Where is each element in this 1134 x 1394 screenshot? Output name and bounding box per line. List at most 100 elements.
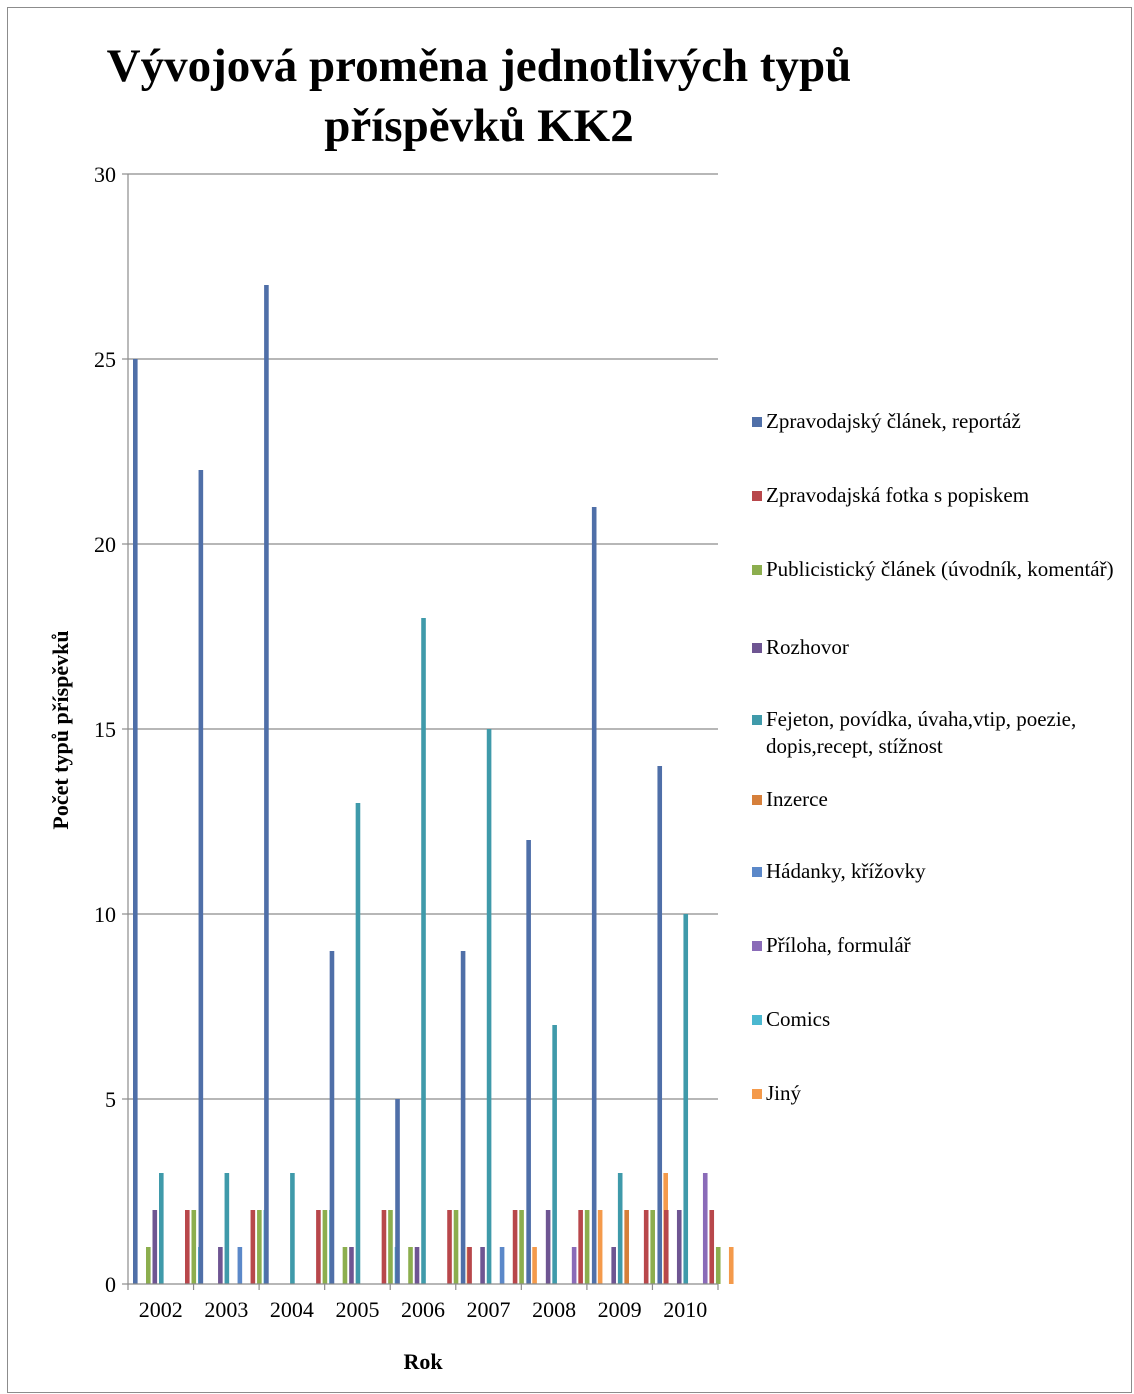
bar-publicisticky-clanek-2 (453, 1210, 459, 1284)
legend-swatch (752, 565, 762, 575)
bar-rozhovor (676, 1210, 682, 1284)
bar-publicisticky-clanek-2 (650, 1210, 655, 1284)
chart-title-line-2: příspěvků KK2 (324, 100, 634, 152)
legend-item: Inzerce (752, 786, 1122, 813)
bar-publicisticky-clanek (146, 1247, 151, 1284)
bar-fejeton (552, 1025, 557, 1284)
bar-zpravodajska-fotka-2 (185, 1210, 190, 1284)
bar-fejeton (290, 1173, 295, 1284)
legend-item: Zpravodajský článek, reportáž (752, 408, 1122, 435)
x-tick-label: 2009 (598, 1297, 642, 1322)
bar-zpravodajsky-clanek (591, 507, 597, 1284)
legend-item: Comics (752, 1006, 1122, 1033)
bar-publicisticky-clanek-2 (388, 1210, 393, 1284)
bar-zpravodajska-fotka-2 (512, 1210, 518, 1284)
legend-item: Příloha, formulář (752, 932, 1122, 959)
y-tick-label: 25 (94, 347, 116, 372)
bar-fejeton (421, 618, 426, 1284)
legend-swatch (752, 867, 762, 877)
legend-label: Zpravodajská fotka s popiskem (766, 483, 1030, 507)
bar-fejeton (683, 914, 689, 1284)
legend-label: Inzerce (766, 787, 828, 811)
bar-zpravodajska-fotka-2 (578, 1210, 583, 1284)
bar-publicisticky-clanek (408, 1247, 413, 1284)
x-tick-label: 2006 (401, 1297, 445, 1322)
x-tick-label: 2008 (532, 1297, 576, 1322)
axes (127, 174, 719, 1290)
bar-inzerce (624, 1210, 629, 1284)
legend-swatch (752, 643, 762, 653)
bar-zpravodajska-fotka-2 (316, 1210, 321, 1284)
x-tick-label: 2004 (270, 1297, 314, 1322)
bar-zpravodajska-fotka-2 (447, 1210, 452, 1284)
legend-label: Jiný (766, 1081, 802, 1105)
bar-zpravodajsky-clanek (395, 1099, 400, 1284)
legend-swatch (752, 941, 762, 951)
bar-publicisticky-clanek (342, 1247, 348, 1284)
y-tick-label: 15 (94, 717, 116, 742)
bar-zpravodajsky-clanek (657, 766, 663, 1284)
bar-rozhovor (414, 1247, 420, 1284)
legend-swatch (752, 1089, 762, 1099)
y-tick-label: 5 (105, 1087, 116, 1112)
legend-label: Fejeton, povídka, úvaha,vtip, poezie, do… (766, 707, 1077, 758)
gridlines (122, 173, 718, 1285)
legend-item: Publicistický článek (úvodník, komentář) (752, 556, 1122, 583)
legend-swatch (752, 491, 762, 501)
bar-zpravodajsky-clanek (460, 951, 466, 1284)
legend-swatch (752, 795, 762, 805)
bar-rozhovor (611, 1247, 616, 1284)
legend-swatch (752, 417, 762, 427)
x-axis-title: Rok (403, 1349, 443, 1374)
legend-item: Fejeton, povídka, úvaha,vtip, poezie, do… (752, 706, 1122, 760)
bar-jiny (532, 1247, 537, 1284)
y-tick-label: 0 (105, 1272, 116, 1297)
bar-hadanky (499, 1247, 505, 1284)
chart-title-line-1: Vývojová proměna jednotlivých typů (106, 40, 852, 92)
bar-fejeton (355, 803, 361, 1284)
bar-zpravodajska-fotka (663, 1210, 669, 1284)
bar-zpravodajska-fotka-2 (709, 1210, 715, 1284)
legend-item: Hádanky, křížovky (752, 858, 1122, 885)
bar-publicisticky-clanek-2 (257, 1210, 262, 1284)
legend-label: Comics (766, 1007, 831, 1031)
bar-publicisticky-clanek-2 (715, 1247, 721, 1284)
y-tick-label: 30 (94, 162, 116, 187)
bar-rozhovor (152, 1210, 158, 1284)
legend-swatch (752, 1015, 762, 1025)
bar-fejeton (224, 1173, 230, 1284)
bar-zpravodajska-fotka-2 (250, 1210, 256, 1284)
legend-label: Publicistický článek (úvodník, komentář) (766, 557, 1114, 581)
x-tick-labels: 2002 2003 2004 2005 2006 2007 2008 2009 2010 (139, 1297, 707, 1322)
bar-publicisticky-clanek-2 (322, 1210, 328, 1284)
legend-label: Zpravodajský článek, reportáž (766, 409, 1021, 433)
y-tick-labels: 0 5 10 15 20 25 30 (94, 162, 116, 1297)
bar-priloha (702, 1173, 708, 1284)
bar-rozhovor (218, 1247, 223, 1284)
bar-zpravodajsky-clanek (526, 840, 531, 1284)
bar-zpravodajska-fotka-2 (381, 1210, 387, 1284)
bar-zpravodajsky-clanek (264, 285, 269, 1284)
bar-zpravodajska-fotka (467, 1247, 472, 1284)
bar-rozhovor (480, 1247, 485, 1284)
bar-fejeton (486, 729, 492, 1284)
legend-item: Zpravodajská fotka s popiskem (752, 482, 1122, 509)
bar-zpravodajsky-clanek (329, 951, 335, 1284)
bar-publicisticky-clanek-2 (519, 1210, 524, 1284)
bar-hadanky (237, 1247, 243, 1284)
y-axis-title: Počet typů příspěvků (48, 630, 73, 829)
bar-zpravodajska-fotka-2 (643, 1210, 649, 1284)
legend-label: Příloha, formulář (766, 933, 911, 957)
x-tick-label: 2010 (663, 1297, 707, 1322)
bar-zpravodajsky-clanek (198, 470, 204, 1284)
legend-item: Jiný (752, 1080, 1122, 1107)
legend-swatch (752, 715, 762, 725)
x-tick-label: 2005 (335, 1297, 379, 1322)
x-tick-label: 2007 (467, 1297, 511, 1322)
legend-item: Rozhovor (752, 634, 1122, 661)
bar-priloha (571, 1247, 577, 1284)
bar-zpravodajsky-clanek (133, 359, 138, 1284)
bar-publicisticky-clanek-2 (191, 1210, 197, 1284)
y-tick-label: 10 (94, 902, 116, 927)
